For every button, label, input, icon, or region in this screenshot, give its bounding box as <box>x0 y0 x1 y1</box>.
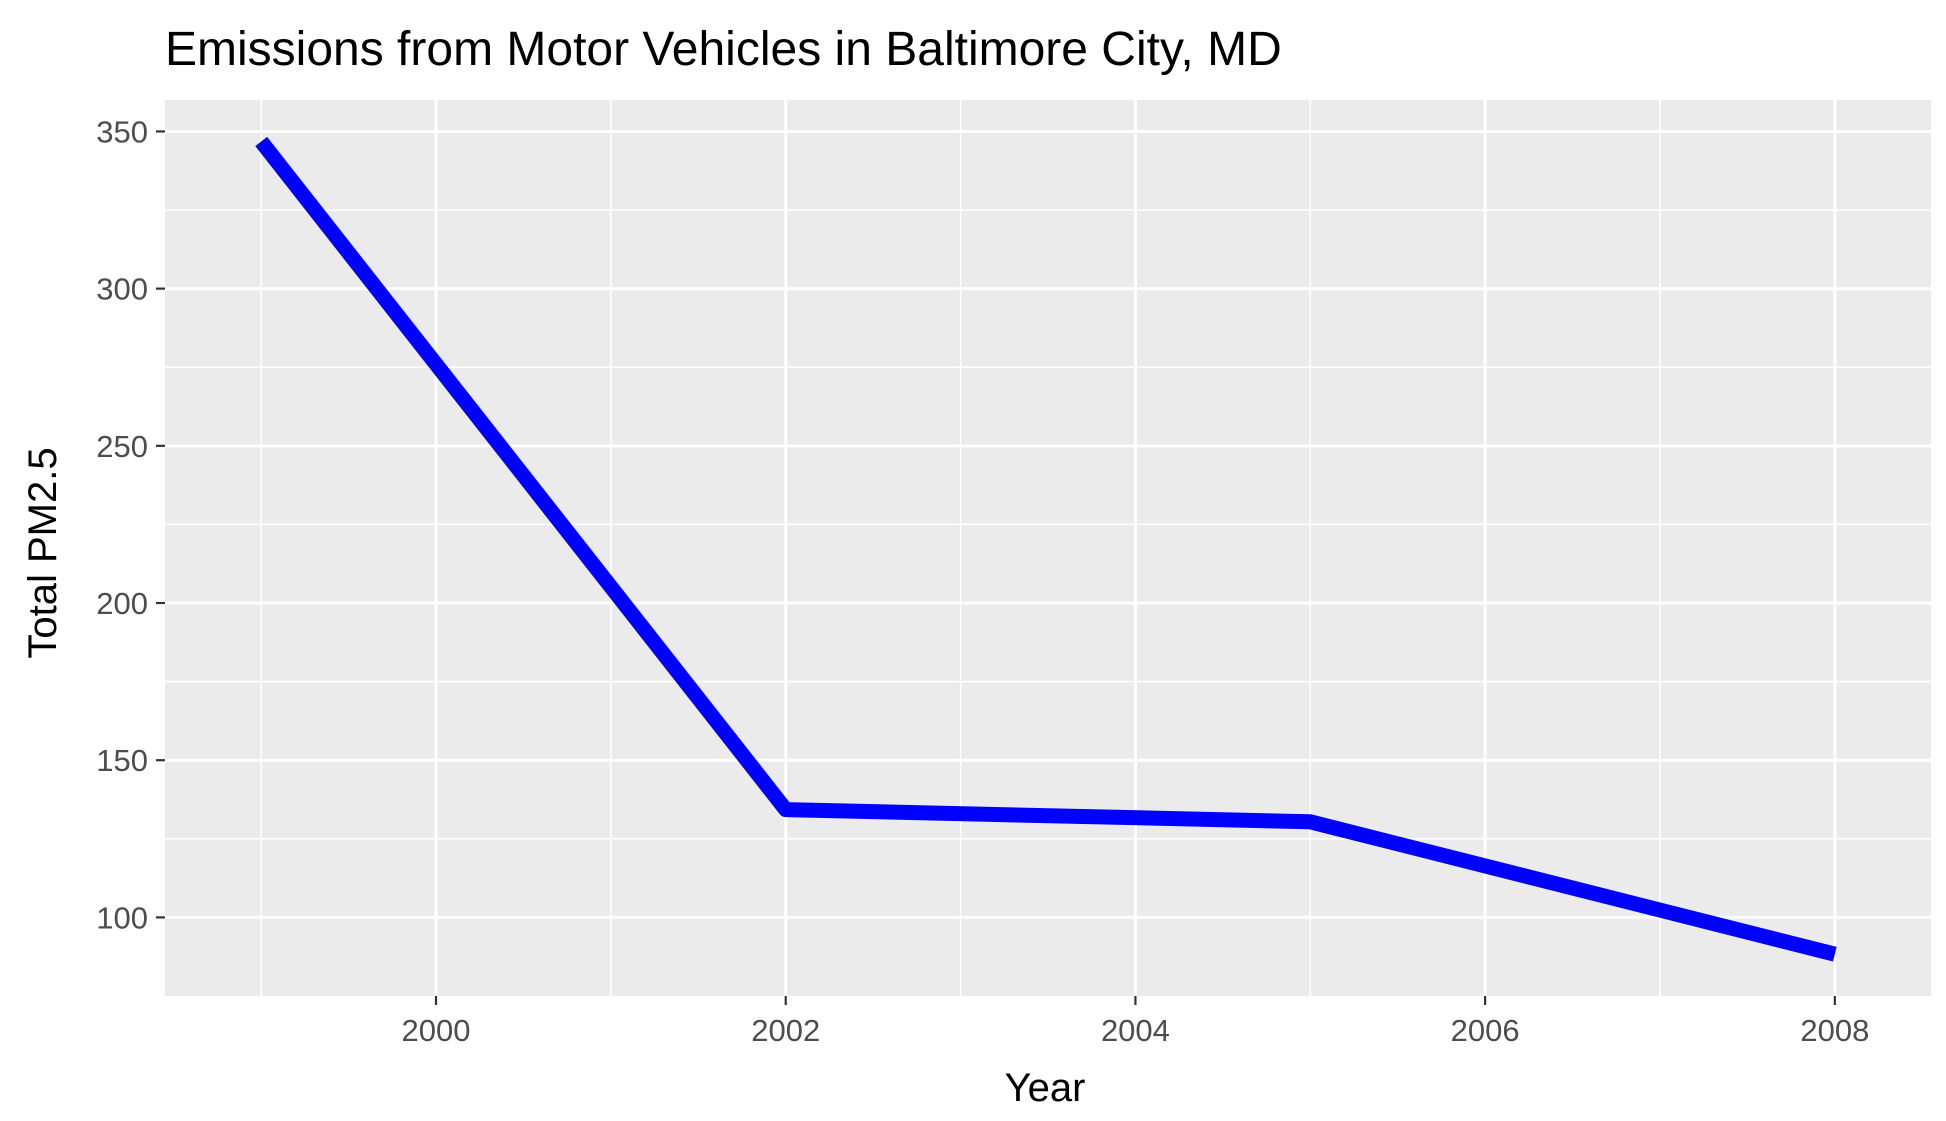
x-tick-label: 2002 <box>751 1013 820 1048</box>
plot-panel <box>165 100 1931 996</box>
y-tick-label: 350 <box>96 114 148 149</box>
y-tick-label: 200 <box>96 586 148 621</box>
x-tick-label: 2004 <box>1101 1013 1170 1048</box>
y-axis-title: Total PM2.5 <box>21 447 65 658</box>
grid-major-lines <box>165 100 1931 996</box>
y-tick-label: 250 <box>96 429 148 464</box>
series-line <box>255 136 1837 962</box>
x-tick-label: 2006 <box>1451 1013 1520 1048</box>
x-axis-title: Year <box>1005 1066 1086 1110</box>
x-tick-label: 2008 <box>1800 1013 1869 1048</box>
y-axis: 100 150 200 250 300 350 <box>96 114 165 935</box>
x-tick-label: 2000 <box>402 1013 471 1048</box>
series-layer <box>255 136 1837 962</box>
chart-title: Emissions from Motor Vehicles in Baltimo… <box>165 23 1282 76</box>
grid-minor-lines <box>165 100 1931 996</box>
x-axis: 2000 2002 2004 2006 2008 <box>402 996 1869 1048</box>
y-tick-label: 300 <box>96 272 148 307</box>
y-tick-label: 150 <box>96 743 148 778</box>
y-tick-label: 100 <box>96 900 148 935</box>
